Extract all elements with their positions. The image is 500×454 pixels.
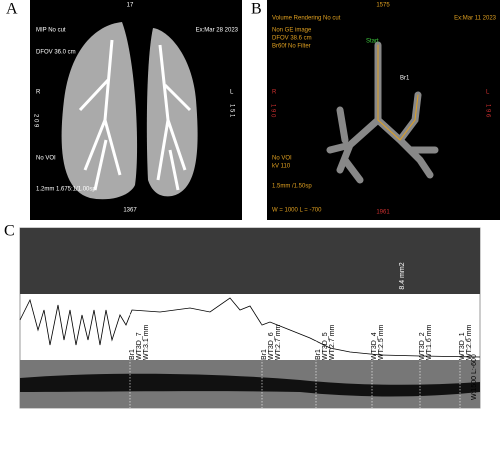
start-label: Start <box>366 39 379 45</box>
marker-label: WT:3.1 mm <box>143 324 150 360</box>
markers: Br1 WT3D_7 WT:3.1 mm Br1 WT3D_6 WT:2.7 mm Br1 W… <box>129 296 473 408</box>
marker-label: Br1 <box>315 349 322 360</box>
panel-label: A <box>6 1 18 18</box>
render-mode: Volume Rendering No cut <box>272 16 341 22</box>
panel-label: B <box>251 1 262 18</box>
dfov: DFOV 36.0 cm <box>36 50 76 56</box>
side-number: 2 0 9 <box>32 114 38 128</box>
panel-b-image <box>267 0 500 220</box>
marker-label: WT:2.7 mm <box>275 324 282 360</box>
marker-label: WT3D_4 <box>371 332 378 360</box>
window: W = 1000 L = -700 <box>272 208 322 214</box>
airway-tree <box>326 41 439 184</box>
airway-lumen <box>20 373 480 397</box>
exam-date: Ex:Mar 28 2023 <box>196 28 239 34</box>
area-label: 8.4 mm2 <box>399 262 406 289</box>
image-number: 1367 <box>123 208 137 214</box>
image-number: 1575 <box>376 3 390 9</box>
image-number: 17 <box>127 3 134 9</box>
marker-label: WT3D_6 <box>268 332 275 360</box>
kernel: Br60f No Filter <box>272 44 311 50</box>
panel-label: C <box>4 223 15 240</box>
lungs-mip <box>61 22 198 200</box>
branch-label: Br1 <box>400 76 410 82</box>
window-label: W:1500 L:-600 <box>471 354 478 400</box>
side-number: 1 9 0 <box>269 104 275 118</box>
side-label: R <box>36 90 41 96</box>
marker-label: WT3D_1 <box>459 332 466 360</box>
marker-label: WT3D_5 <box>322 332 329 360</box>
dfov: DFOV 38.6 cm <box>272 36 312 42</box>
image-number: 1961 <box>376 210 390 216</box>
side-number: 1 9 6 <box>484 104 490 118</box>
marker-label: Br1 <box>129 349 136 360</box>
marker-label: WT3D_2 <box>419 332 426 360</box>
voi: No VOI <box>36 156 56 162</box>
panel-c-header <box>20 228 480 294</box>
slice-info: 1.2mm 1.675:1/1.00sp <box>36 187 96 193</box>
profile-line <box>19 297 481 358</box>
side-number: 1 5 1 <box>228 104 234 118</box>
marker-label: WT:2.7 mm <box>329 324 336 360</box>
side-label: R <box>272 90 277 96</box>
marker-label: Br1 <box>261 349 268 360</box>
slice-info: 1.5mm /1.50sp <box>272 184 312 190</box>
render-mode: MIP No cut <box>36 28 66 34</box>
marker-label: WT:2.6 mm <box>466 324 473 360</box>
kv: kV 110 <box>272 164 291 170</box>
marker-label: WT:2.5 mm <box>378 324 385 360</box>
side-label: L <box>486 90 490 96</box>
side-label: L <box>230 90 234 96</box>
marker-label: WT3D_7 <box>136 332 143 360</box>
voi: No VOI <box>272 156 292 162</box>
exam-date: Ex:Mar 11 2023 <box>454 16 497 22</box>
marker-label: WT:1.6 mm <box>426 324 433 360</box>
source: Non GE image <box>272 28 312 34</box>
